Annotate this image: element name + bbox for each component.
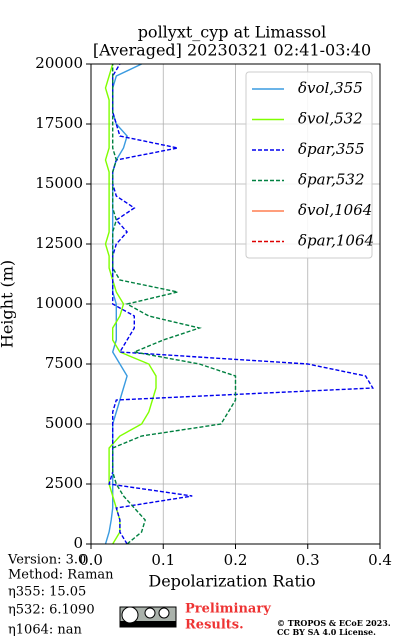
- data-line: [112, 64, 237, 545]
- plot-frame: [90, 63, 381, 545]
- note: η532: 6.1090: [8, 603, 95, 618]
- y-tick-label: 17500: [35, 114, 83, 132]
- cc-logo: [119, 606, 177, 628]
- legend-label: δvol,532: [298, 110, 363, 128]
- x-tick-label: 0.2: [224, 551, 248, 569]
- legend: δvol,355 δvol,532 δpar,355 δpar,532 δvol,106…: [245, 71, 374, 259]
- preliminary: Preliminary: [185, 602, 271, 617]
- preliminary: Results.: [185, 618, 244, 633]
- y-tick-label: 7500: [45, 354, 83, 372]
- note: η1064: nan: [8, 623, 83, 638]
- note: Version: 3.0: [7, 553, 86, 568]
- x-tick-label: 0.1: [151, 551, 175, 569]
- legend-label: δpar,532: [298, 171, 365, 189]
- chart-title: pollyxt_cyp at Limassol: [138, 23, 327, 42]
- note: Method: Raman: [8, 568, 114, 583]
- y-tick-label: 15000: [35, 174, 83, 192]
- y-tick-label: 0: [73, 534, 83, 552]
- legend-label: δvol,1064: [298, 201, 372, 219]
- copyright: © TROPOS & ECoE 2023.: [277, 618, 391, 628]
- y-tick-label: 12500: [35, 234, 83, 252]
- y-tick-label: 20000: [35, 54, 83, 72]
- y-axis-label: Height (m): [0, 260, 17, 348]
- x-tick-label: 0.4: [368, 551, 392, 569]
- legend-label: δvol,355: [298, 79, 363, 97]
- chart-subtitle: [Averaged] 20230321 02:41-03:40: [93, 41, 371, 60]
- data-line: [104, 63, 157, 545]
- note: η355: 15.05: [8, 585, 86, 600]
- legend-box: [245, 71, 373, 259]
- y-tick-label: 10000: [35, 294, 83, 312]
- y-tick-label: 5000: [45, 414, 83, 432]
- copyright: CC BY SA 4.0 License.: [277, 627, 376, 637]
- x-tick-label: 0.3: [296, 551, 320, 569]
- x-tick-label: 0.0: [79, 551, 103, 569]
- y-tick-label: 2500: [45, 474, 83, 492]
- legend-label: δpar,1064: [298, 232, 374, 250]
- legend-label: δpar,355: [298, 140, 365, 158]
- x-axis-label: Depolarization Ratio: [148, 572, 315, 591]
